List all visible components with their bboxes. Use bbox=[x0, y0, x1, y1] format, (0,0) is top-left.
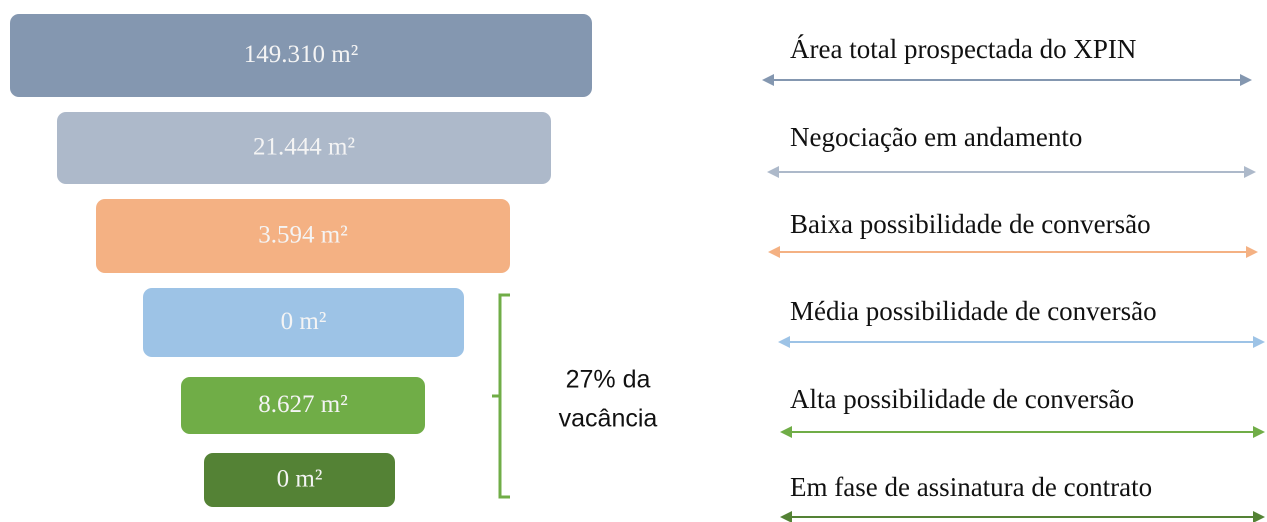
funnel-bar bbox=[96, 199, 510, 273]
funnel-bar bbox=[57, 112, 551, 184]
bracket bbox=[492, 293, 510, 499]
funnel-bar bbox=[204, 453, 395, 507]
stage-description: Área total prospectada do XPIN bbox=[790, 34, 1136, 64]
funnel-bar bbox=[143, 288, 464, 357]
funnel-label: 149.310 m² bbox=[244, 41, 358, 68]
funnel-bar bbox=[10, 14, 592, 97]
stage-description: Negociação em andamento bbox=[790, 122, 1082, 152]
funnel-label: 21.444 m² bbox=[253, 134, 355, 161]
funnel-label: 0 m² bbox=[277, 466, 323, 493]
stage-description: Média possibilidade de conversão bbox=[790, 296, 1157, 326]
stage-description: Baixa possibilidade de conversão bbox=[790, 209, 1151, 239]
stage-description: Em fase de assinatura de contrato bbox=[790, 472, 1152, 502]
funnel-label: 0 m² bbox=[281, 308, 327, 335]
stage-description: Alta possibilidade de conversão bbox=[790, 384, 1134, 414]
funnel-label: 8.627 m² bbox=[258, 391, 347, 418]
funnel-label: 3.594 m² bbox=[258, 222, 347, 249]
note-text: 27% da bbox=[566, 366, 651, 394]
funnel-bar bbox=[181, 377, 425, 434]
note-text: vacância bbox=[559, 405, 658, 433]
